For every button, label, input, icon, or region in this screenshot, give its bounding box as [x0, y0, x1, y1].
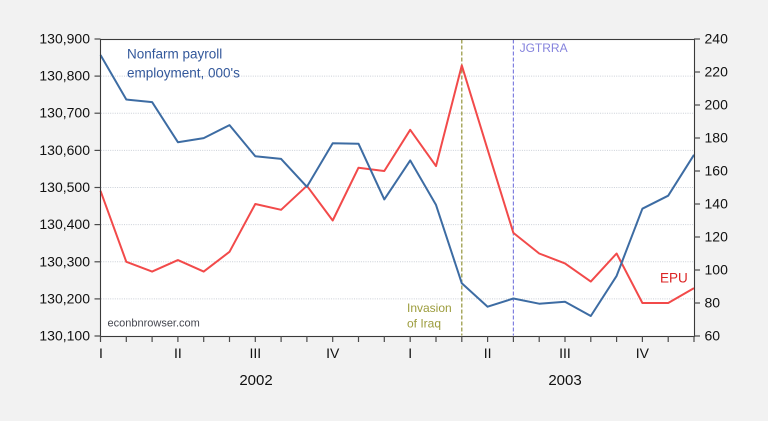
- svg-text:130,700: 130,700: [39, 105, 90, 121]
- svg-text:80: 80: [705, 295, 721, 311]
- svg-text:240: 240: [705, 31, 729, 47]
- svg-text:econbnrowser.com: econbnrowser.com: [108, 318, 200, 330]
- svg-text:130,900: 130,900: [39, 31, 90, 47]
- svg-text:130,400: 130,400: [39, 216, 90, 232]
- svg-text:I: I: [99, 345, 103, 361]
- svg-text:100: 100: [705, 262, 729, 278]
- svg-text:130,500: 130,500: [39, 179, 90, 195]
- svg-text:III: III: [249, 345, 261, 361]
- svg-text:2002: 2002: [239, 372, 272, 389]
- svg-text:Invasion: Invasion: [407, 301, 452, 315]
- svg-text:employment, 000's: employment, 000's: [127, 66, 240, 81]
- svg-text:II: II: [174, 345, 182, 361]
- svg-text:180: 180: [705, 130, 729, 146]
- svg-text:I: I: [408, 345, 412, 361]
- svg-text:Nonfarm payroll: Nonfarm payroll: [127, 47, 222, 62]
- svg-text:2003: 2003: [548, 372, 581, 389]
- svg-text:JGTRRA: JGTRRA: [520, 41, 568, 55]
- svg-text:130,100: 130,100: [39, 328, 90, 344]
- svg-text:EPU: EPU: [660, 271, 688, 286]
- svg-text:IV: IV: [636, 345, 650, 361]
- svg-text:III: III: [559, 345, 571, 361]
- svg-text:II: II: [484, 345, 492, 361]
- svg-text:IV: IV: [326, 345, 340, 361]
- svg-text:200: 200: [705, 97, 729, 113]
- svg-text:130,300: 130,300: [39, 253, 90, 269]
- svg-text:120: 120: [705, 229, 729, 245]
- svg-text:60: 60: [705, 328, 721, 344]
- svg-text:160: 160: [705, 163, 729, 179]
- svg-text:220: 220: [705, 64, 729, 80]
- svg-text:130,800: 130,800: [39, 68, 90, 84]
- svg-text:140: 140: [705, 196, 729, 212]
- svg-text:130,200: 130,200: [39, 290, 90, 306]
- svg-text:of Iraq: of Iraq: [407, 317, 441, 331]
- svg-text:130,600: 130,600: [39, 142, 90, 158]
